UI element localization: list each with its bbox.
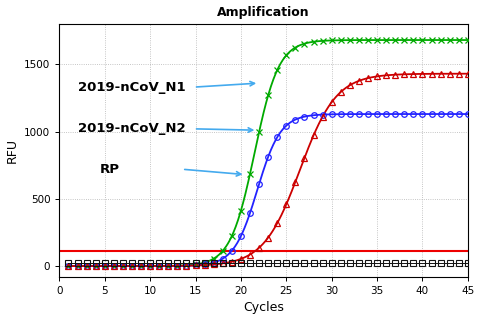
X-axis label: Cycles: Cycles xyxy=(243,301,284,315)
Title: Amplification: Amplification xyxy=(217,5,310,19)
Y-axis label: RFU: RFU xyxy=(6,138,19,163)
Text: 2019-nCoV_N2: 2019-nCoV_N2 xyxy=(78,122,185,135)
Text: 2019-nCoV_N1: 2019-nCoV_N1 xyxy=(78,81,185,94)
Text: RP: RP xyxy=(100,163,120,176)
